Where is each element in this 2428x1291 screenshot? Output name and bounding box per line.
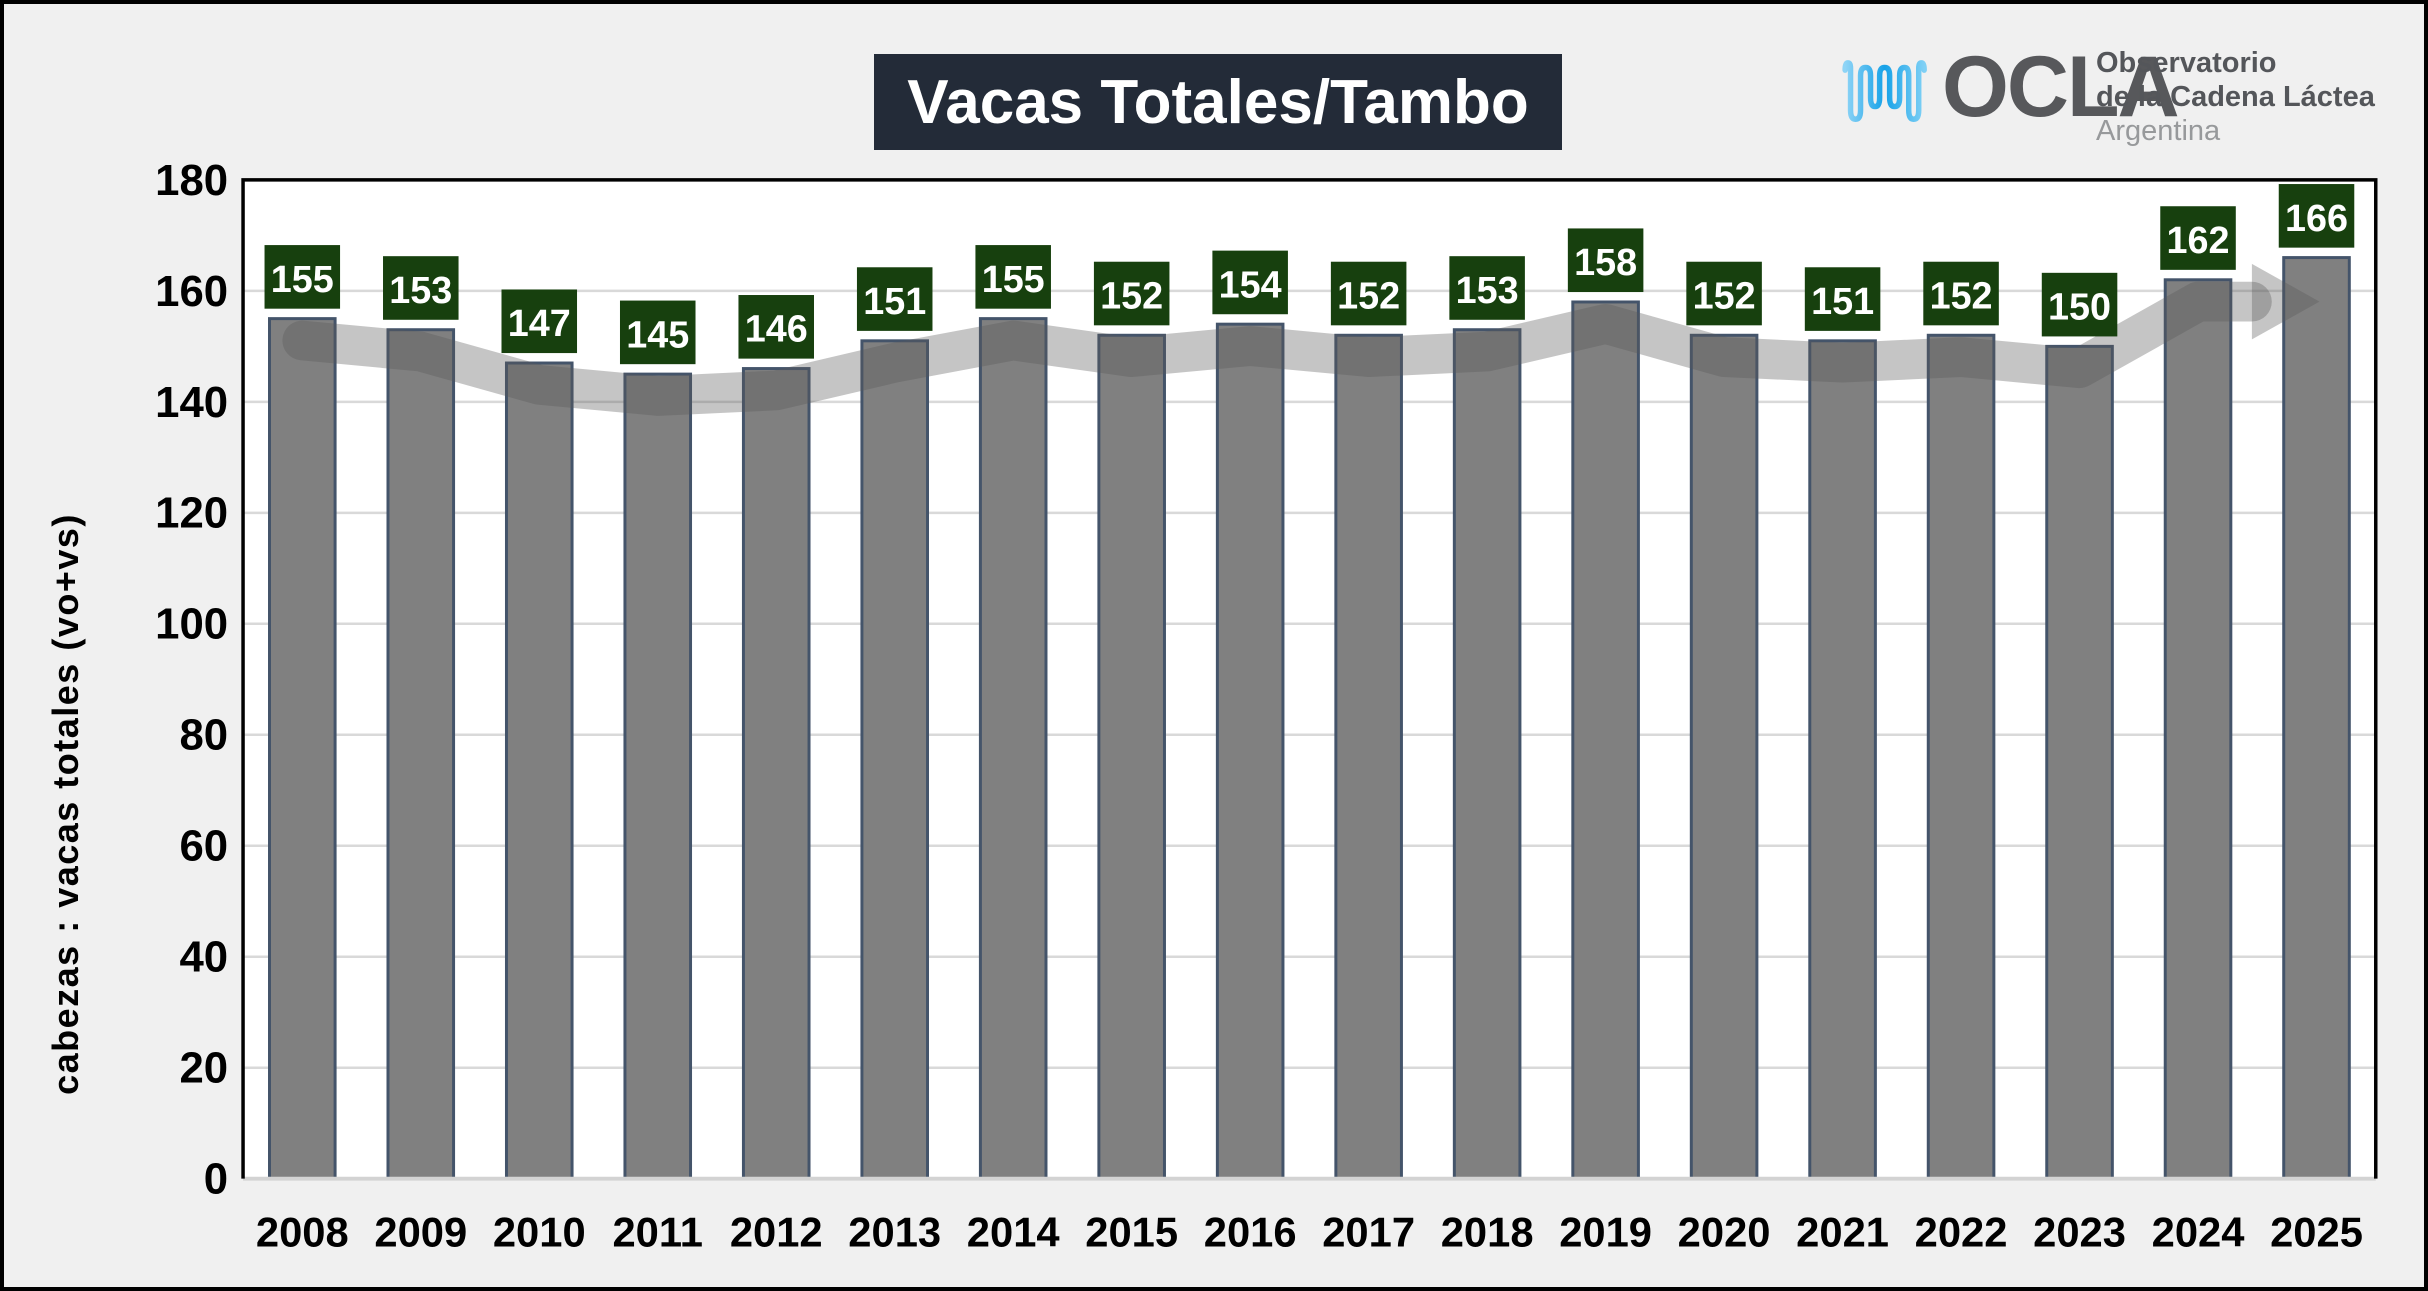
bar [1926,333,1996,1181]
bar-value-label [619,300,696,365]
logo-org-line1: Observatorio [2096,47,2277,79]
bar-value-label [1923,261,1999,326]
x-tick-label: 2009 [374,1208,467,1255]
bar-value-label-text: 152 [1337,275,1400,317]
bar [2163,278,2233,1181]
x-tick-label: 2015 [1085,1208,1178,1255]
bar-value-label-text: 150 [2048,287,2111,329]
bar-value-label-text: 146 [745,309,808,351]
bar-value-label [1330,261,1407,326]
bar-value-label-text: 158 [1574,242,1637,284]
x-tick-label: 2017 [1322,1208,1415,1255]
x-tick-label: 2020 [1678,1208,1771,1255]
x-tick-label: 2018 [1441,1208,1534,1255]
bar-value-label [738,295,814,359]
bar [1452,328,1522,1181]
bar-value-label [383,256,459,320]
bar-value-label-text: 147 [508,303,571,345]
x-tick-label: 2008 [256,1208,349,1255]
bar [1097,333,1166,1181]
x-tick-label: 2016 [1204,1208,1297,1255]
y-tick-label: 40 [180,933,229,982]
x-tick-label: 2012 [730,1208,823,1255]
bar-value-label-text: 155 [982,259,1045,301]
bar-value-label [501,289,578,354]
x-tick-label: 2024 [2152,1208,2245,1255]
bar-value-label [1804,267,1881,331]
chart-title: Vacas Totales/Tambo [907,67,1529,137]
bar [1571,300,1640,1181]
y-tick-label: 80 [180,711,229,760]
bar [1215,322,1285,1181]
y-tick-label: 0 [204,1155,228,1204]
bar-value-label-text: 155 [271,259,334,301]
bar-value-label [2160,206,2236,270]
bar-value-label [856,267,933,331]
bar-value-label-text: 153 [1456,270,1519,312]
bar [1334,333,1403,1181]
bar [978,317,1048,1181]
bar-value-label [1449,256,1525,320]
logo-org-line3: Argentina [2096,115,2221,147]
ocla-logo-org-name: Observatorio de la Cadena Láctea Argenti… [2096,46,2375,148]
bar-value-label-text: 145 [626,314,689,356]
x-tick-label: 2023 [2033,1208,2126,1255]
bar-value-label-text: 152 [1100,275,1163,317]
bar-value-label-text: 152 [1930,275,1993,317]
y-tick-label: 120 [155,489,228,538]
bar-value-label-text: 154 [1219,264,1282,306]
bar [504,361,574,1181]
bar-value-label [1686,261,1762,326]
x-tick-label: 2025 [2270,1208,2363,1255]
logo-org-line2: de la Cadena Láctea [2096,81,2375,113]
bar [2045,344,2114,1181]
bar [860,339,929,1181]
bar [268,317,337,1181]
y-axis-title: cabezas : vacas totales (vo+vs) [45,513,86,1095]
y-tick-label: 160 [155,267,228,316]
bar-value-label-text: 152 [1693,275,1756,317]
x-tick-label: 2013 [848,1208,941,1255]
x-tick-label: 2014 [967,1208,1060,1255]
bar-value-label [264,245,341,309]
x-tick-label: 2011 [612,1208,703,1255]
bar [741,367,811,1181]
bar [386,328,456,1181]
chart-title-box: Vacas Totales/Tambo [874,54,1562,150]
waveform-path [1842,60,1927,123]
trend-arrow-head [2251,263,2320,340]
bar-value-label [1567,228,1644,293]
y-tick-label: 180 [155,156,228,205]
bar-value-label [2041,272,2118,337]
bar [623,372,693,1181]
bar-value-label-text: 151 [1811,281,1874,323]
bar [2282,256,2351,1181]
x-tick-label: 2019 [1559,1208,1652,1255]
ocla-logo-acronym: OCLA [1942,39,2180,135]
bar [1689,333,1759,1181]
x-tick-label: 2022 [1915,1208,2008,1255]
trend-arrow-line [282,281,2272,416]
bar-value-label-text: 151 [863,281,926,323]
ocla-waveform-icon [1842,60,1927,123]
bar-value-label [2278,184,2355,248]
y-tick-label: 20 [180,1044,229,1093]
bar-value-label [1212,250,1288,315]
bar-value-label-text: 166 [2285,198,2348,240]
x-tick-label: 2010 [493,1208,586,1255]
bar-chart: 155 153 147 145 146 151 155 152 154 152 153 158 152 1… [155,156,2378,1255]
y-tick-label: 140 [155,378,228,427]
bar-value-label [975,245,1051,309]
y-tick-label: 100 [155,600,228,649]
plot-border [241,178,2378,1179]
plot-background [243,179,2376,1179]
bar [1808,339,1877,1181]
x-tick-label: 2021 [1796,1208,1889,1255]
bar-value-label-text: 153 [389,270,452,312]
bar-value-label-text: 162 [2167,220,2230,262]
y-tick-label: 60 [180,822,229,871]
bar-value-label [1093,261,1170,326]
